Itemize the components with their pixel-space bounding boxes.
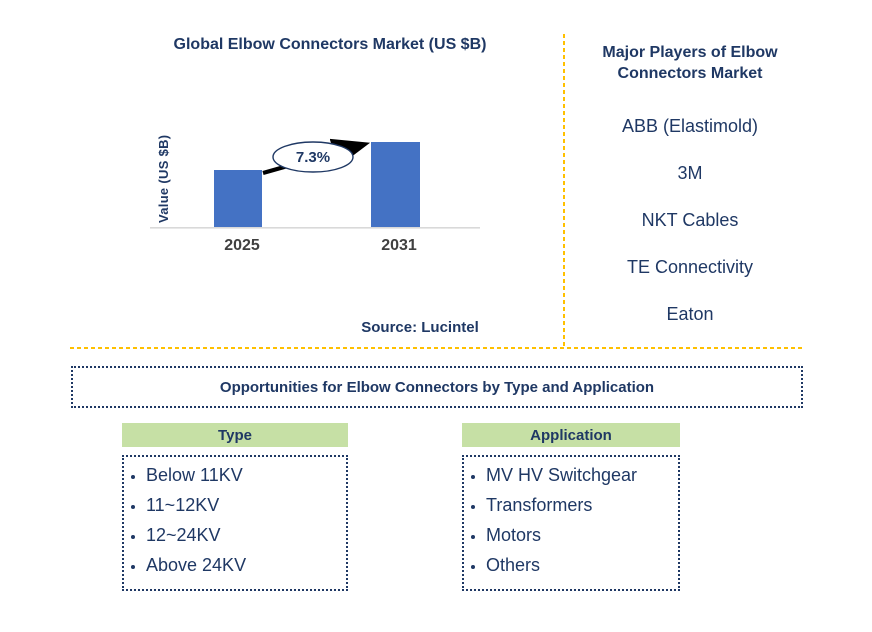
source-label: Source: Lucintel: [361, 319, 479, 336]
application-column-list: MV HV Switchgear Transformers Motors Oth…: [462, 455, 680, 591]
x-axis-label-2031: 2031: [381, 237, 417, 254]
application-item: MV HV Switchgear: [486, 465, 672, 486]
opportunities-banner: Opportunities for Elbow Connectors by Ty…: [71, 366, 803, 408]
type-item: Above 24KV: [146, 555, 340, 576]
major-players-panel: Major Players of Elbow Connectors Market…: [574, 42, 806, 324]
player-item: NKT Cables: [641, 210, 739, 230]
opportunities-title: Opportunities for Elbow Connectors by Ty…: [219, 378, 655, 396]
major-players-list: ABB (Elastimold) 3M NKT Cables TE Connec…: [574, 116, 806, 324]
application-column-header: Application: [462, 423, 680, 447]
horizontal-divider: [70, 347, 803, 349]
bar-chart: 7.3% 2025 2031: [150, 138, 480, 254]
type-item: 11~12KV: [146, 495, 340, 516]
vertical-divider: [563, 34, 565, 348]
growth-label: 7.3%: [296, 149, 330, 166]
chart-title: Global Elbow Connectors Market (US $B): [173, 36, 487, 53]
type-column-list: Below 11KV 11~12KV 12~24KV Above 24KV: [122, 455, 348, 591]
application-item: Transformers: [486, 495, 672, 516]
type-item: Below 11KV: [146, 465, 340, 486]
player-item: 3M: [677, 163, 703, 183]
player-item: ABB (Elastimold): [621, 116, 759, 136]
type-item: 12~24KV: [146, 525, 340, 546]
x-axis-label-2025: 2025: [224, 237, 260, 254]
bar-2025: [214, 170, 262, 227]
type-column-header: Type: [122, 423, 348, 447]
player-item: Eaton: [666, 304, 714, 324]
application-item: Others: [486, 555, 672, 576]
application-item: Motors: [486, 525, 672, 546]
x-axis-line: [150, 227, 480, 229]
bar-2031: [371, 142, 420, 227]
player-item: TE Connectivity: [626, 257, 754, 277]
growth-ellipse: [272, 141, 354, 173]
major-players-title: Major Players of Elbow Connectors Market: [602, 44, 778, 82]
